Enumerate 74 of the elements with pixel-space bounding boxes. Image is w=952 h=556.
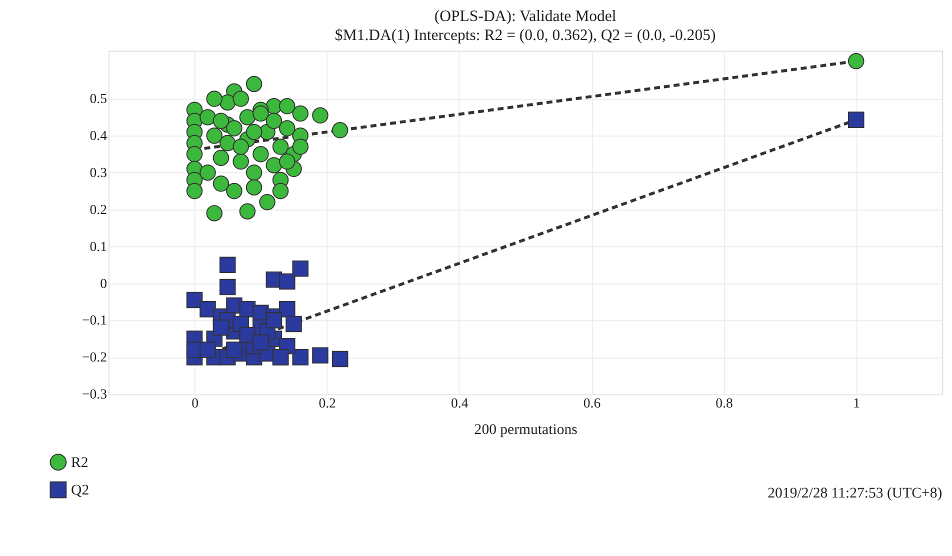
point <box>206 90 223 107</box>
point <box>232 90 249 107</box>
point <box>848 112 864 128</box>
x-tick-label: 0.8 <box>716 395 734 410</box>
point <box>279 273 296 290</box>
point <box>292 138 309 155</box>
point <box>332 350 348 368</box>
point <box>232 153 249 170</box>
point <box>239 109 256 126</box>
legend-label: R2 <box>71 455 88 472</box>
point <box>200 342 216 358</box>
point <box>312 347 328 364</box>
point <box>232 138 249 155</box>
point <box>252 146 269 162</box>
y-tick-label: 0.4 <box>90 128 108 144</box>
point <box>266 112 282 130</box>
chart-subtitle: $M1.DA(1) Intercepts: R2 = (0.0, 0.362), Q2 = (0.0, -0.205) <box>334 26 716 44</box>
y-tick-label: 0.2 <box>90 202 108 217</box>
point <box>219 256 236 274</box>
x-tick-label: 0 <box>192 395 199 410</box>
point <box>200 301 216 318</box>
point <box>246 124 262 140</box>
x-tick-label: 0.6 <box>583 395 601 410</box>
point <box>226 182 242 200</box>
point <box>206 205 223 222</box>
point <box>279 153 296 170</box>
y-tick-label: 0.3 <box>90 165 108 180</box>
point <box>332 122 348 138</box>
point <box>252 105 269 122</box>
point <box>292 260 309 277</box>
point <box>226 342 242 358</box>
point <box>219 134 236 152</box>
point <box>186 146 203 162</box>
point <box>212 176 230 192</box>
point <box>219 278 236 296</box>
x-tick-label: 1 <box>853 395 860 410</box>
y-tick-label: −0.2 <box>82 350 108 365</box>
point <box>186 182 203 200</box>
text: 2019/2/28 11:27:53 (UTC+8) <box>768 486 942 502</box>
y-tick-label: 0 <box>100 276 108 291</box>
point <box>212 150 230 166</box>
point <box>212 320 230 336</box>
point <box>246 164 262 181</box>
point <box>292 349 309 366</box>
point <box>226 120 242 136</box>
point <box>246 179 262 196</box>
point <box>292 105 309 122</box>
point <box>272 182 289 200</box>
point <box>252 334 269 351</box>
point <box>206 128 223 144</box>
x-axis-title: 200 permutations <box>474 422 578 438</box>
x-tick-label: 0.2 <box>318 395 336 410</box>
point <box>279 120 296 136</box>
y-tick-label: 0.5 <box>90 91 108 106</box>
point <box>259 194 276 210</box>
point <box>286 316 302 332</box>
y-tick-label: 0.1 <box>90 238 108 254</box>
point <box>279 98 296 114</box>
y-tick-label: −0.3 <box>82 386 108 402</box>
point <box>200 109 216 126</box>
point <box>239 203 256 220</box>
point <box>246 76 262 92</box>
point <box>266 157 282 174</box>
legend-label: Q2 <box>71 482 90 499</box>
y-tick-label: −0.1 <box>82 312 108 328</box>
chart-title: (OPLS-DA): Validate Model <box>434 8 617 26</box>
point <box>212 112 230 130</box>
point <box>266 312 282 328</box>
point <box>272 138 289 155</box>
point <box>312 107 328 124</box>
x-tick-label: 0.4 <box>451 395 468 410</box>
point <box>200 164 216 181</box>
point <box>279 301 296 318</box>
point <box>848 52 864 70</box>
